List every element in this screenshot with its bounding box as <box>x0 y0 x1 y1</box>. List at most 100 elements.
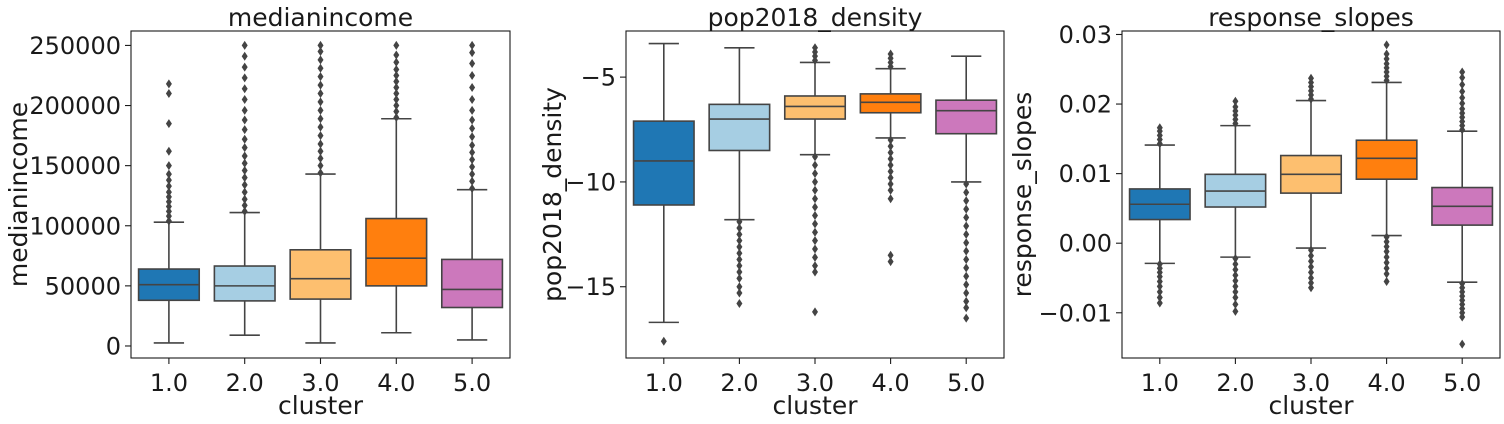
xtick-label-pop2018-density: 1.0 <box>645 369 683 397</box>
flier-response-slopes-2-0 <box>1232 299 1239 309</box>
flier-response-slopes-1-0 <box>1156 298 1163 308</box>
flier-pop2018-density-3-0 <box>812 219 818 229</box>
flier-pop2018-density-2-0 <box>736 223 743 233</box>
flier-medianincome-5-0 <box>469 123 476 133</box>
flier-medianincome-4-0 <box>393 107 400 117</box>
flier-pop2018-density-3-0 <box>812 267 818 277</box>
flier-medianincome-3-0 <box>317 114 324 124</box>
ytick-label-medianincome: 250000 <box>29 32 121 60</box>
flier-medianincome-4-0 <box>393 113 400 123</box>
flier-pop2018-density-4-0 <box>887 141 894 151</box>
y-axis-label-response-slopes: response_slopes <box>1008 92 1037 298</box>
flier-pop2018-density-2-0 <box>736 229 743 239</box>
flier-medianincome-3-0 <box>317 89 324 99</box>
subplot-pop2018-density: −15 −10 −5 1.0 2.0 3.0 4.0 5.0 pop2018_densitycl… <box>538 3 1005 420</box>
subplot-response-slopes: −0.01 0.00 0.01 0.02 0.03 1.0 2.0 3.0 4.0 5.0 resp… <box>1008 3 1501 420</box>
flier-medianincome-5-0 <box>469 115 476 125</box>
flier-response-slopes-5-0 <box>1459 67 1466 77</box>
flier-medianincome-2-0 <box>241 200 248 210</box>
box-pop2018-density-2-0 <box>708 103 771 152</box>
flier-response-slopes-1-0 <box>1156 292 1163 302</box>
ytick-label-pop2018-density: −10 <box>565 168 616 196</box>
flier-response-slopes-2-0 <box>1232 265 1239 275</box>
flier-pop2018-density-4-0 <box>887 179 894 189</box>
flier-pop2018-density-4-0 <box>887 148 894 158</box>
ytick-label-response-slopes: 0.02 <box>1059 91 1112 119</box>
flier-response-slopes-3-0 <box>1308 273 1314 283</box>
flier-pop2018-density-4-0 <box>887 257 894 267</box>
flier-medianincome-5-0 <box>469 140 476 150</box>
ytick-label-response-slopes: 0.00 <box>1059 230 1112 258</box>
flier-medianincome-2-0 <box>241 194 248 204</box>
flier-response-slopes-4-0 <box>1383 59 1390 69</box>
flier-response-slopes-2-0 <box>1232 270 1239 280</box>
flier-medianincome-2-0 <box>241 151 248 161</box>
xtick-label-medianincome: 3.0 <box>301 369 339 397</box>
flier-medianincome-2-0 <box>241 158 248 168</box>
flier-pop2018-density-5-0 <box>963 187 970 197</box>
flier-pop2018-density-5-0 <box>963 196 970 206</box>
flier-pop2018-density-2-0 <box>736 299 743 308</box>
flier-response-slopes-2-0 <box>1232 259 1239 269</box>
flier-pop2018-density-4-0 <box>887 160 894 170</box>
flier-medianincome-2-0 <box>241 40 248 50</box>
flier-response-slopes-2-0 <box>1232 96 1239 106</box>
flier-pop2018-density-4-0 <box>887 49 894 59</box>
flier-pop2018-density-2-0 <box>736 248 743 258</box>
flier-medianincome-3-0 <box>317 97 324 107</box>
flier-response-slopes-4-0 <box>1383 49 1390 59</box>
flier-medianincome-1-0 <box>165 89 172 99</box>
flier-pop2018-density-3-0 <box>812 177 818 187</box>
flier-response-slopes-3-0 <box>1308 251 1314 261</box>
box-medianincome-5-0 <box>440 258 504 309</box>
flier-pop2018-density-1-0 <box>660 336 667 346</box>
flier-medianincome-2-0 <box>241 180 248 190</box>
flier-pop2018-density-3-0 <box>812 43 818 53</box>
flier-pop2018-density-4-0 <box>887 250 894 260</box>
flier-pop2018-density-5-0 <box>963 179 970 189</box>
box-medianincome-2-0 <box>213 265 276 302</box>
flier-medianincome-4-0 <box>393 83 400 93</box>
xtick-label-medianincome: 2.0 <box>226 369 264 397</box>
flier-pop2018-density-3-0 <box>812 194 818 204</box>
flier-response-slopes-2-0 <box>1232 254 1239 264</box>
flier-medianincome-4-0 <box>393 70 400 80</box>
flier-medianincome-3-0 <box>317 40 324 50</box>
flier-response-slopes-5-0 <box>1459 80 1466 90</box>
flier-medianincome-5-0 <box>469 169 476 179</box>
flier-medianincome-3-0 <box>317 153 324 163</box>
flier-response-slopes-5-0 <box>1459 104 1466 114</box>
flier-pop2018-density-5-0 <box>963 271 970 281</box>
box-pop2018-density-1-0 <box>632 120 695 206</box>
xtick-label-response-slopes: 1.0 <box>1141 369 1179 397</box>
chart-title-response-slopes: response_slopes <box>1208 3 1414 32</box>
flier-medianincome-5-0 <box>469 95 476 105</box>
flier-response-slopes-2-0 <box>1232 276 1239 286</box>
flier-response-slopes-3-0 <box>1308 73 1314 83</box>
ytick-label-medianincome: 50000 <box>45 272 121 300</box>
flier-pop2018-density-3-0 <box>812 236 818 246</box>
flier-medianincome-1-0 <box>165 175 172 185</box>
flier-pop2018-density-5-0 <box>963 263 970 273</box>
flier-pop2018-density-5-0 <box>963 229 970 239</box>
flier-response-slopes-3-0 <box>1308 283 1314 293</box>
y-axis-label-pop2018-density: pop2018_density <box>538 87 567 302</box>
chart-title-pop2018-density: pop2018_density <box>708 3 923 32</box>
flier-medianincome-2-0 <box>241 143 248 153</box>
y-axis-label-medianincome: medianincome <box>4 102 33 287</box>
flier-medianincome-5-0 <box>469 58 476 68</box>
flier-medianincome-5-0 <box>469 162 476 172</box>
flier-medianincome-1-0 <box>165 169 172 179</box>
flier-response-slopes-3-0 <box>1308 245 1314 255</box>
flier-medianincome-2-0 <box>241 173 248 183</box>
flier-medianincome-3-0 <box>317 80 324 90</box>
flier-response-slopes-5-0 <box>1459 98 1466 108</box>
flier-response-slopes-4-0 <box>1383 54 1390 64</box>
flier-pop2018-density-5-0 <box>963 296 970 306</box>
flier-medianincome-1-0 <box>165 192 172 202</box>
flier-medianincome-5-0 <box>469 70 476 80</box>
subplot-medianincome: 0 50000 100000 150000 200000 250000 1.0 2.0 3.0 4… <box>4 3 511 420</box>
flier-response-slopes-4-0 <box>1383 242 1390 252</box>
flier-medianincome-5-0 <box>469 48 476 58</box>
flier-medianincome-3-0 <box>317 131 324 141</box>
